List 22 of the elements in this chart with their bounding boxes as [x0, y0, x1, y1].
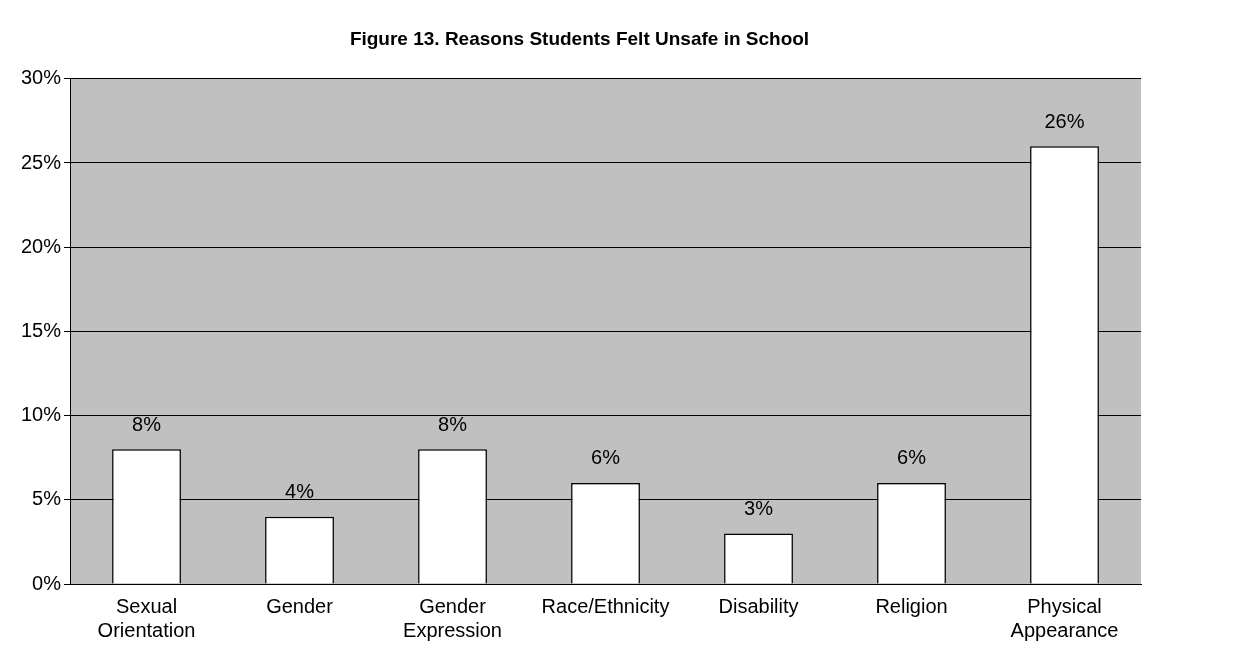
chart-title: Figure 13. Reasons Students Felt Unsafe in School	[349, 27, 810, 49]
x-tick-label: Religion	[875, 594, 948, 617]
y-tick-label: 10%	[21, 403, 62, 426]
data-label: 8%	[438, 412, 468, 435]
y-tick-label: 25%	[21, 150, 62, 173]
data-label: 8%	[132, 412, 162, 435]
x-tick-label: Gender	[266, 594, 334, 617]
x-tick-label: Race/Ethnicity	[541, 594, 670, 617]
data-label: 6%	[591, 446, 621, 469]
x-tick-label: Gender Expression	[403, 594, 502, 641]
data-label: 6%	[897, 446, 927, 469]
data-label: 4%	[285, 480, 315, 503]
y-tick-label: 20%	[21, 234, 62, 257]
y-tick-label: 30%	[21, 66, 62, 89]
x-tick-label: Physical Appearance	[1010, 594, 1119, 641]
y-tick-label: 5%	[32, 487, 62, 510]
data-label: 3%	[744, 497, 774, 519]
data-label: 26%	[1044, 109, 1085, 132]
y-tick-label: 0%	[32, 571, 62, 594]
x-tick-label: Disability	[718, 594, 799, 617]
x-tick-label: Sexual Orientation	[97, 594, 196, 641]
y-tick-label: 15%	[21, 318, 62, 341]
